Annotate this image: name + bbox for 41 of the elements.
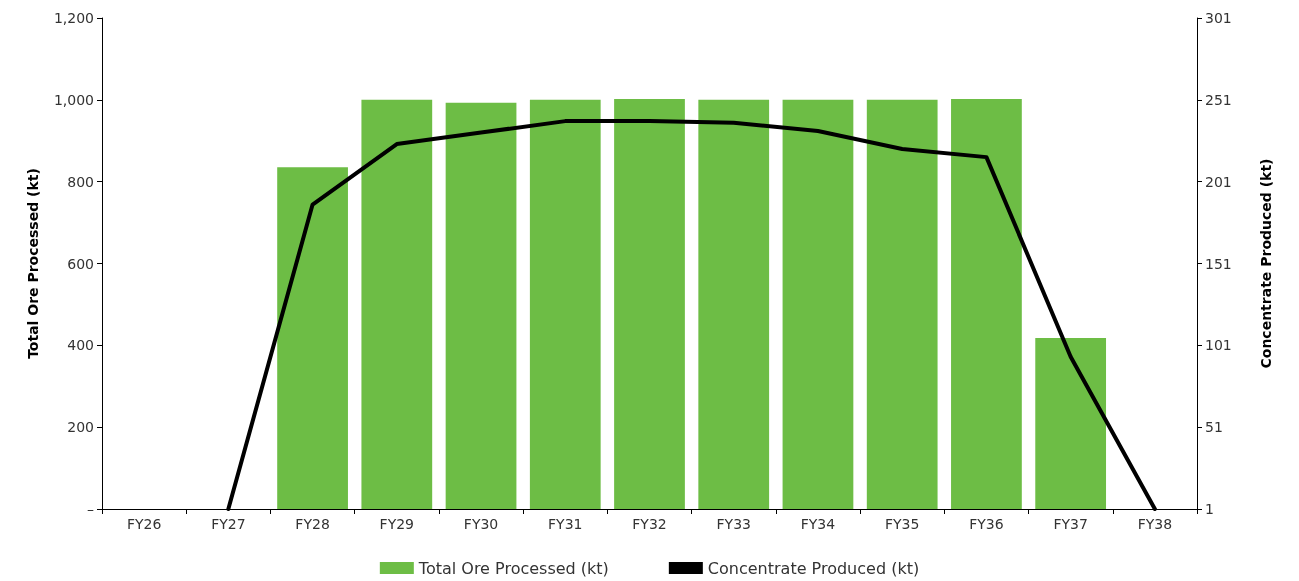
bar <box>445 102 517 509</box>
x-tick-label: FY34 <box>800 516 836 532</box>
x-tick-label: FY33 <box>716 516 751 532</box>
bar <box>1035 337 1107 509</box>
bar <box>866 99 938 509</box>
y2-tick-label: 1 <box>1205 501 1214 517</box>
bar <box>614 99 685 509</box>
y2-tick-label: 151 <box>1205 255 1232 272</box>
y-tick-label: 1,200 <box>53 10 94 26</box>
y-tick-label: 800 <box>67 173 94 190</box>
y-tick-label: 1,000 <box>53 91 94 108</box>
bar <box>361 99 433 509</box>
x-tick-label: FY38 <box>1137 516 1173 532</box>
legend-label: Concentrate Produced (kt) <box>707 558 920 578</box>
x-tick-label: FY28 <box>295 516 330 532</box>
x-tick-label: FY37 <box>1053 516 1088 532</box>
x-tick-label: FY30 <box>463 516 499 532</box>
y2-tick-label: 51 <box>1205 419 1223 436</box>
bar <box>698 99 770 509</box>
x-tick-label: FY27 <box>211 516 246 532</box>
y2-axis-title: Concentrate Produced (kt) <box>1258 158 1274 369</box>
bar <box>782 99 854 509</box>
x-tick-label: FY32 <box>632 516 667 532</box>
y-tick-label: – <box>87 501 94 517</box>
y-tick-label: 600 <box>67 255 94 272</box>
x-tick-label: FY31 <box>548 516 583 532</box>
x-tick-label: FY36 <box>969 516 1004 532</box>
x-tick-label: FY26 <box>126 516 162 532</box>
y2-tick-label: 251 <box>1205 91 1232 108</box>
y-tick-label: 200 <box>67 419 94 436</box>
y2-tick-label: 301 <box>1205 10 1232 26</box>
bar <box>277 167 348 509</box>
x-tick-label: FY35 <box>884 516 920 532</box>
bar <box>529 99 601 509</box>
x-tick-label: FY29 <box>379 516 415 532</box>
y-tick-label: 400 <box>67 337 94 354</box>
legend-label: Total Ore Processed (kt) <box>417 558 609 578</box>
bar <box>951 99 1022 509</box>
y-axis-title: Total Ore Processed (kt) <box>25 168 41 359</box>
y2-tick-label: 201 <box>1205 173 1232 190</box>
y2-tick-label: 101 <box>1205 337 1232 354</box>
